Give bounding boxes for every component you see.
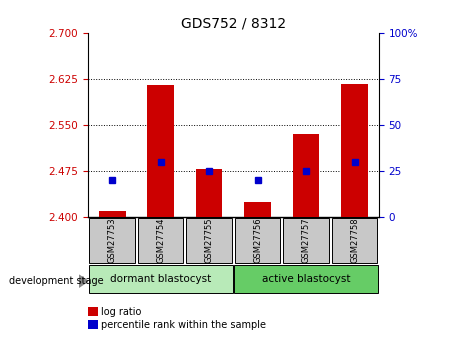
Text: development stage: development stage (9, 276, 104, 286)
Bar (283, 218, 329, 263)
Bar (332, 218, 377, 263)
Bar (186, 218, 232, 263)
Text: GSM27756: GSM27756 (253, 218, 262, 264)
Bar (89, 218, 135, 263)
Text: GSM27755: GSM27755 (205, 218, 214, 263)
Bar (138, 218, 184, 263)
Text: active blastocyst: active blastocyst (262, 275, 350, 284)
Bar (234, 266, 378, 293)
Bar (293, 134, 319, 217)
Text: GSM27757: GSM27757 (302, 218, 311, 264)
Text: dormant blastocyst: dormant blastocyst (110, 275, 212, 284)
Bar (235, 218, 281, 263)
Bar (244, 202, 271, 217)
Text: GSM27754: GSM27754 (156, 218, 165, 263)
Text: percentile rank within the sample: percentile rank within the sample (101, 320, 267, 329)
Title: GDS752 / 8312: GDS752 / 8312 (181, 16, 286, 30)
Bar (341, 85, 368, 217)
Polygon shape (79, 275, 88, 287)
Bar (196, 169, 222, 217)
Bar (99, 211, 125, 217)
Text: GSM27758: GSM27758 (350, 218, 359, 264)
Text: log ratio: log ratio (101, 307, 142, 316)
Bar (147, 85, 174, 217)
Bar (88, 266, 233, 293)
Text: GSM27753: GSM27753 (108, 218, 117, 264)
